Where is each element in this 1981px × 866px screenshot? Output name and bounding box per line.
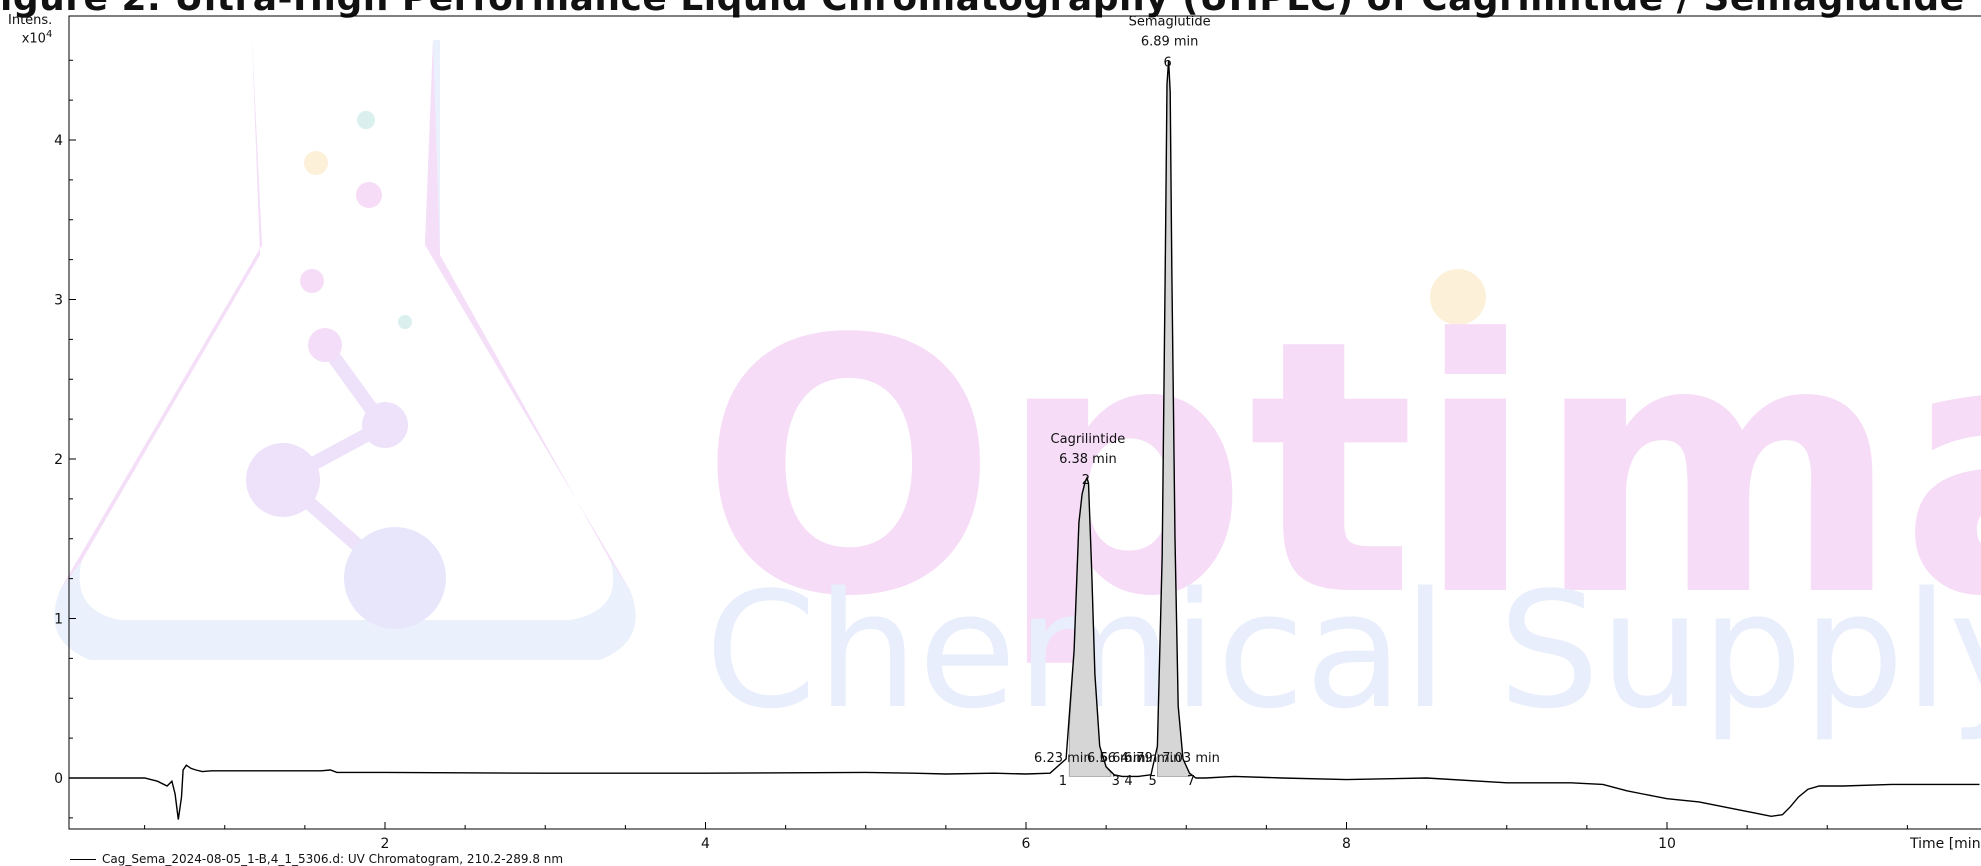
figure-title: igure 2. Ultra-High Performance Liquid C… <box>0 0 1965 19</box>
flask-logo <box>54 40 636 660</box>
watermark-brand: Optima <box>700 265 1981 673</box>
legend-swatch <box>70 859 96 860</box>
minor-peak-number: 5 <box>1148 774 1156 789</box>
peak-label-time: 6.89 min <box>1141 34 1199 49</box>
x-tick-label: 10 <box>1658 836 1676 852</box>
peak-label-time: 6.38 min <box>1059 452 1117 467</box>
watermark: Optima Chemical Supply <box>54 40 1981 744</box>
y-tick-label: 2 <box>54 452 63 468</box>
peak-label-name: Semaglutide <box>1129 14 1211 29</box>
peak-number: 2 <box>1082 473 1090 488</box>
peak-annotations: Semaglutide 6.89 min 6 Cagrilintide 6.38 min… <box>1034 14 1220 789</box>
minor-peak-number: 4 <box>1124 774 1132 789</box>
legend-entry: Cag_Sema_2024-08-05_1-B,4_1_5306.d: UV C… <box>102 852 564 866</box>
y-tick-label: 4 <box>54 133 63 149</box>
minor-peak-time: 6.64 min <box>1100 751 1158 766</box>
minor-peak-time: 6.56 min <box>1087 751 1145 766</box>
x-tick-label: 8 <box>1342 836 1351 852</box>
minor-peak-time: 6.23 min <box>1034 751 1092 766</box>
series-lines <box>69 60 1980 820</box>
peak-label-name: Cagrilintide <box>1051 432 1126 447</box>
watermark-subtitle: Chemical Supply <box>705 557 1981 744</box>
legend: Cag_Sema_2024-08-05_1-B,4_1_5306.d: UV C… <box>70 852 563 866</box>
minor-peak-number: 7 <box>1187 774 1195 789</box>
minor-peak-time: 6.79 min <box>1124 751 1182 766</box>
watermark-dot <box>1430 269 1486 325</box>
y-axis-label: Intens. x104 <box>8 14 52 46</box>
x-tick-label: 6 <box>1022 836 1031 852</box>
chromatogram-line <box>69 60 1980 820</box>
minor-peak-number: 3 <box>1112 774 1120 789</box>
y-axis-multiplier: x104 <box>21 29 53 47</box>
x-tick-label: 2 <box>381 836 390 852</box>
y-tick-label: 3 <box>54 293 63 309</box>
y-axis-title: Intens. <box>8 13 53 28</box>
minor-peak-number: 1 <box>1059 774 1067 789</box>
peak-number: 6 <box>1163 55 1171 70</box>
y-tick-label: 1 <box>54 612 63 628</box>
minor-peak-time: 7.03 min <box>1162 751 1220 766</box>
x-tick-label: 4 <box>701 836 710 852</box>
x-axis-label: Time [min] <box>1909 836 1981 852</box>
y-tick-label: 0 <box>54 771 63 787</box>
